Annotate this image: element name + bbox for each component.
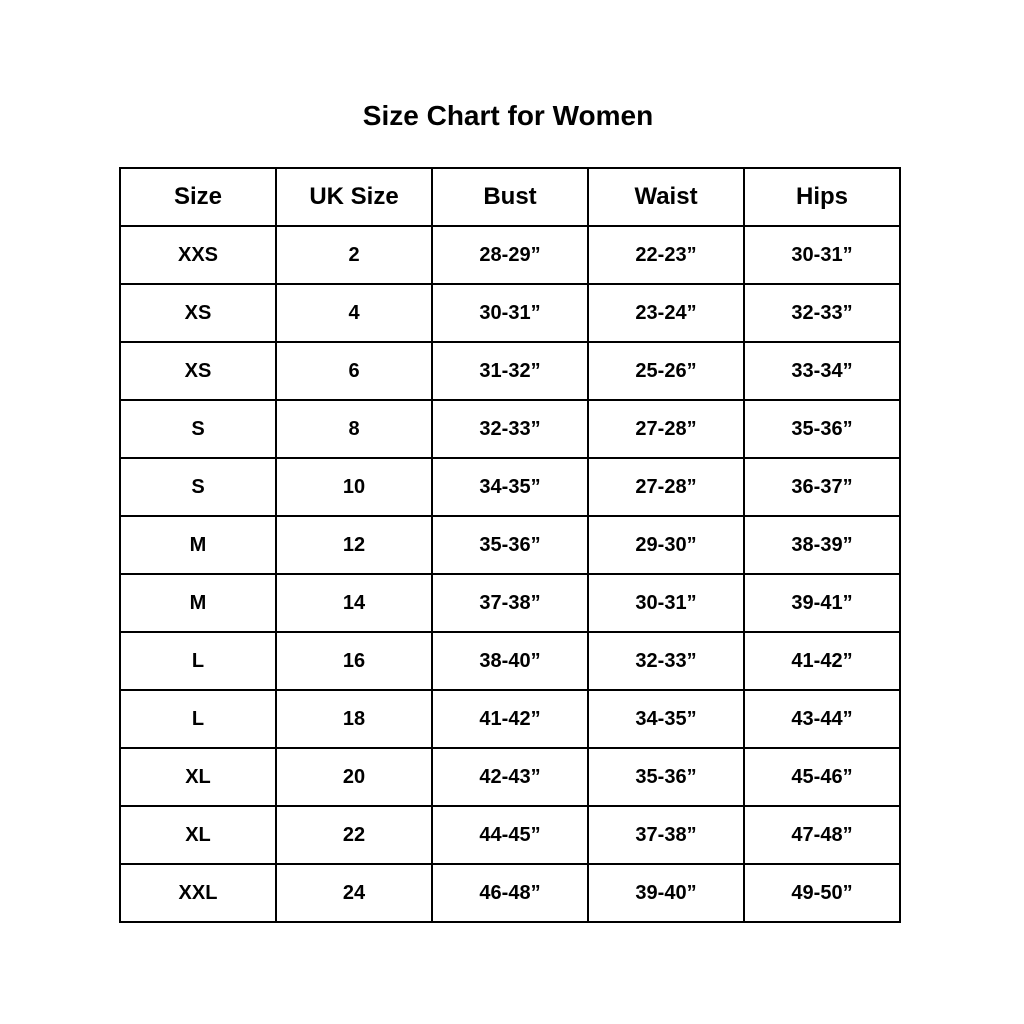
cell-hips: 43-44” xyxy=(743,689,901,749)
cell-waist: 25-26” xyxy=(587,341,745,401)
cell-uk-size: 24 xyxy=(275,863,433,923)
cell-uk-size: 18 xyxy=(275,689,433,749)
cell-size: M xyxy=(119,573,277,633)
table-row: S 10 34-35” 27-28” 36-37” xyxy=(119,457,901,517)
cell-waist: 29-30” xyxy=(587,515,745,575)
cell-waist: 34-35” xyxy=(587,689,745,749)
cell-size: S xyxy=(119,457,277,517)
cell-waist: 22-23” xyxy=(587,225,745,285)
table-row: XXL 24 46-48” 39-40” 49-50” xyxy=(119,863,901,923)
column-header-size: Size xyxy=(119,167,277,227)
cell-size: XXS xyxy=(119,225,277,285)
table-row: L 18 41-42” 34-35” 43-44” xyxy=(119,689,901,749)
cell-uk-size: 20 xyxy=(275,747,433,807)
table-row: XS 4 30-31” 23-24” 32-33” xyxy=(119,283,901,343)
cell-bust: 41-42” xyxy=(431,689,589,749)
cell-bust: 28-29” xyxy=(431,225,589,285)
cell-size: XL xyxy=(119,747,277,807)
cell-size: S xyxy=(119,399,277,459)
size-chart-table: Size UK Size Bust Waist Hips XXS 2 28-29” 22-23… xyxy=(119,167,901,923)
table-row: M 14 37-38” 30-31” 39-41” xyxy=(119,573,901,633)
cell-uk-size: 14 xyxy=(275,573,433,633)
cell-waist: 30-31” xyxy=(587,573,745,633)
cell-uk-size: 2 xyxy=(275,225,433,285)
cell-uk-size: 22 xyxy=(275,805,433,865)
cell-hips: 36-37” xyxy=(743,457,901,517)
cell-uk-size: 16 xyxy=(275,631,433,691)
table-row: XXS 2 28-29” 22-23” 30-31” xyxy=(119,225,901,285)
cell-uk-size: 6 xyxy=(275,341,433,401)
cell-hips: 32-33” xyxy=(743,283,901,343)
cell-waist: 32-33” xyxy=(587,631,745,691)
table-row: XS 6 31-32” 25-26” 33-34” xyxy=(119,341,901,401)
table-row: XL 20 42-43” 35-36” 45-46” xyxy=(119,747,901,807)
cell-bust: 30-31” xyxy=(431,283,589,343)
cell-bust: 32-33” xyxy=(431,399,589,459)
cell-size: XS xyxy=(119,341,277,401)
cell-waist: 27-28” xyxy=(587,399,745,459)
cell-waist: 37-38” xyxy=(587,805,745,865)
cell-bust: 35-36” xyxy=(431,515,589,575)
cell-uk-size: 4 xyxy=(275,283,433,343)
cell-hips: 30-31” xyxy=(743,225,901,285)
cell-size: M xyxy=(119,515,277,575)
cell-hips: 33-34” xyxy=(743,341,901,401)
cell-size: XS xyxy=(119,283,277,343)
cell-size: L xyxy=(119,689,277,749)
page-title: Size Chart for Women xyxy=(362,100,654,131)
column-header-waist: Waist xyxy=(587,167,745,227)
cell-bust: 37-38” xyxy=(431,573,589,633)
column-header-bust: Bust xyxy=(431,167,589,227)
cell-hips: 49-50” xyxy=(743,863,901,923)
cell-hips: 47-48” xyxy=(743,805,901,865)
cell-waist: 27-28” xyxy=(587,457,745,517)
cell-hips: 35-36” xyxy=(743,399,901,459)
column-header-uk-size: UK Size xyxy=(275,167,433,227)
cell-hips: 39-41” xyxy=(743,573,901,633)
cell-uk-size: 8 xyxy=(275,399,433,459)
cell-uk-size: 10 xyxy=(275,457,433,517)
table-row: XL 22 44-45” 37-38” 47-48” xyxy=(119,805,901,865)
cell-bust: 38-40” xyxy=(431,631,589,691)
cell-hips: 41-42” xyxy=(743,631,901,691)
cell-bust: 31-32” xyxy=(431,341,589,401)
table-row: S 8 32-33” 27-28” 35-36” xyxy=(119,399,901,459)
cell-hips: 38-39” xyxy=(743,515,901,575)
table-row: L 16 38-40” 32-33” 41-42” xyxy=(119,631,901,691)
cell-waist: 23-24” xyxy=(587,283,745,343)
cell-size: XXL xyxy=(119,863,277,923)
cell-size: XL xyxy=(119,805,277,865)
cell-waist: 39-40” xyxy=(587,863,745,923)
column-header-hips: Hips xyxy=(743,167,901,227)
cell-size: L xyxy=(119,631,277,691)
cell-hips: 45-46” xyxy=(743,747,901,807)
cell-bust: 44-45” xyxy=(431,805,589,865)
cell-uk-size: 12 xyxy=(275,515,433,575)
cell-waist: 35-36” xyxy=(587,747,745,807)
header-row: Size UK Size Bust Waist Hips xyxy=(119,167,901,227)
table-row: M 12 35-36” 29-30” 38-39” xyxy=(119,515,901,575)
cell-bust: 34-35” xyxy=(431,457,589,517)
cell-bust: 42-43” xyxy=(431,747,589,807)
cell-bust: 46-48” xyxy=(431,863,589,923)
